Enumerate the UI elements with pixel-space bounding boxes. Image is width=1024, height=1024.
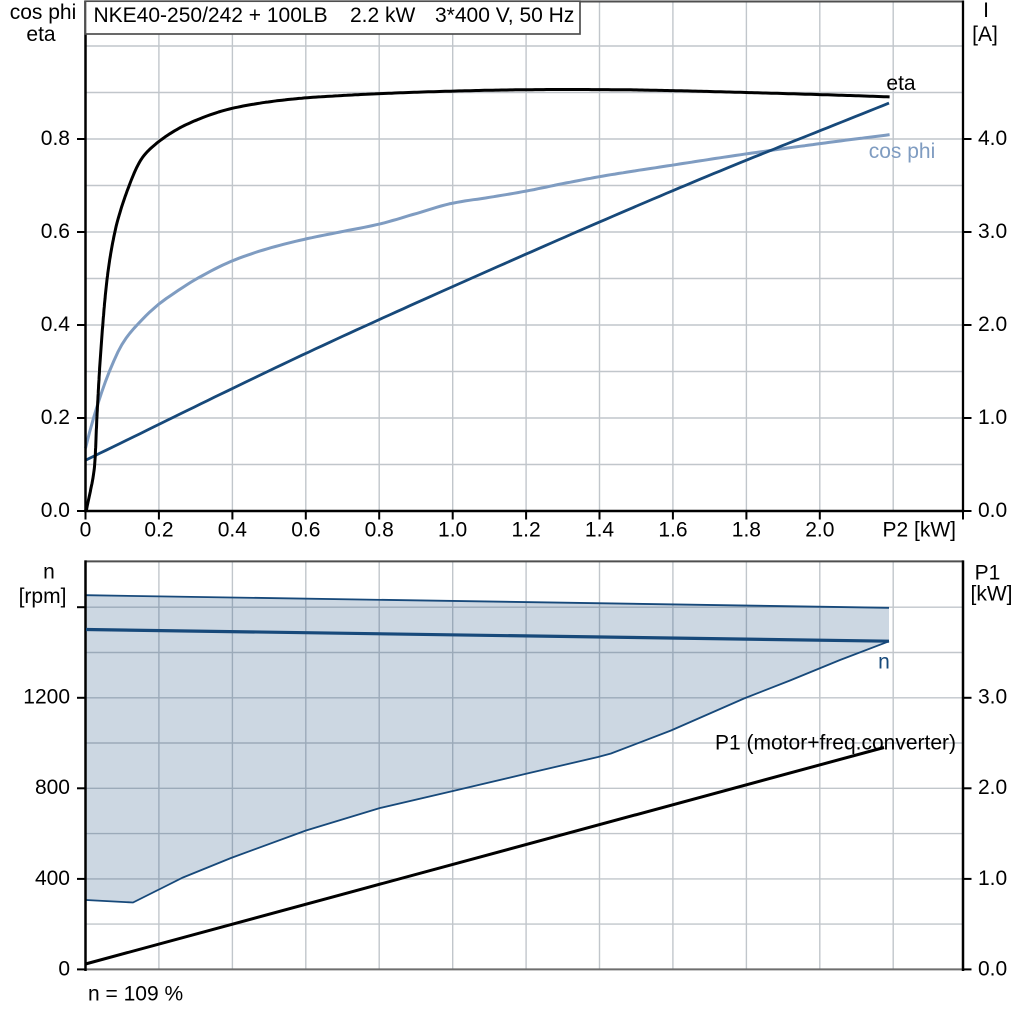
svg-text:1.8: 1.8	[732, 519, 761, 542]
svg-text:1.0: 1.0	[978, 406, 1007, 429]
svg-text:1.2: 1.2	[511, 519, 540, 542]
svg-text:eta: eta	[886, 72, 916, 95]
svg-text:3.0: 3.0	[978, 686, 1007, 709]
svg-text:0.2: 0.2	[144, 519, 173, 542]
svg-text:1.0: 1.0	[438, 519, 467, 542]
svg-text:0: 0	[80, 519, 92, 542]
svg-text:NKE40-250/242 + 100LB: NKE40-250/242 + 100LB	[94, 4, 328, 27]
svg-text:2.0: 2.0	[978, 776, 1007, 799]
svg-text:3*400 V, 50 Hz: 3*400 V, 50 Hz	[435, 4, 574, 27]
svg-text:cos phi: cos phi	[869, 140, 936, 163]
svg-text:n = 109 %: n = 109 %	[88, 983, 183, 1006]
svg-text:1.6: 1.6	[658, 519, 687, 542]
svg-text:1.4: 1.4	[585, 519, 615, 542]
svg-text:[A]: [A]	[972, 23, 998, 46]
svg-text:0.4: 0.4	[218, 519, 248, 542]
svg-text:1200: 1200	[23, 686, 70, 709]
svg-text:0.8: 0.8	[41, 127, 70, 150]
svg-text:0: 0	[58, 957, 70, 980]
svg-text:2.2 kW: 2.2 kW	[350, 4, 416, 27]
svg-text:cos phi: cos phi	[10, 1, 77, 24]
svg-text:P1 (motor+freq.converter): P1 (motor+freq.converter)	[715, 732, 956, 755]
svg-text:0.0: 0.0	[978, 499, 1007, 522]
svg-text:0.6: 0.6	[41, 220, 70, 243]
svg-text:0.6: 0.6	[291, 519, 320, 542]
svg-text:0.0: 0.0	[41, 499, 70, 522]
svg-text:P2 [kW]: P2 [kW]	[882, 519, 956, 542]
svg-text:[rpm]: [rpm]	[19, 585, 67, 608]
svg-text:2.0: 2.0	[805, 519, 834, 542]
svg-text:400: 400	[35, 867, 70, 890]
svg-text:I: I	[983, 0, 989, 22]
svg-text:n: n	[43, 561, 55, 584]
svg-text:1.0: 1.0	[978, 867, 1007, 890]
svg-text:800: 800	[35, 776, 70, 799]
svg-text:P1: P1	[975, 562, 1001, 585]
svg-text:0.8: 0.8	[365, 519, 394, 542]
svg-text:2.0: 2.0	[978, 313, 1007, 336]
svg-text:0.4: 0.4	[41, 313, 71, 336]
svg-text:3.0: 3.0	[978, 220, 1007, 243]
svg-text:[kW]: [kW]	[971, 583, 1013, 606]
svg-text:n: n	[878, 651, 890, 674]
svg-text:0.2: 0.2	[41, 406, 70, 429]
svg-text:eta: eta	[26, 23, 56, 46]
svg-text:0.0: 0.0	[978, 957, 1007, 980]
svg-text:4.0: 4.0	[978, 127, 1007, 150]
